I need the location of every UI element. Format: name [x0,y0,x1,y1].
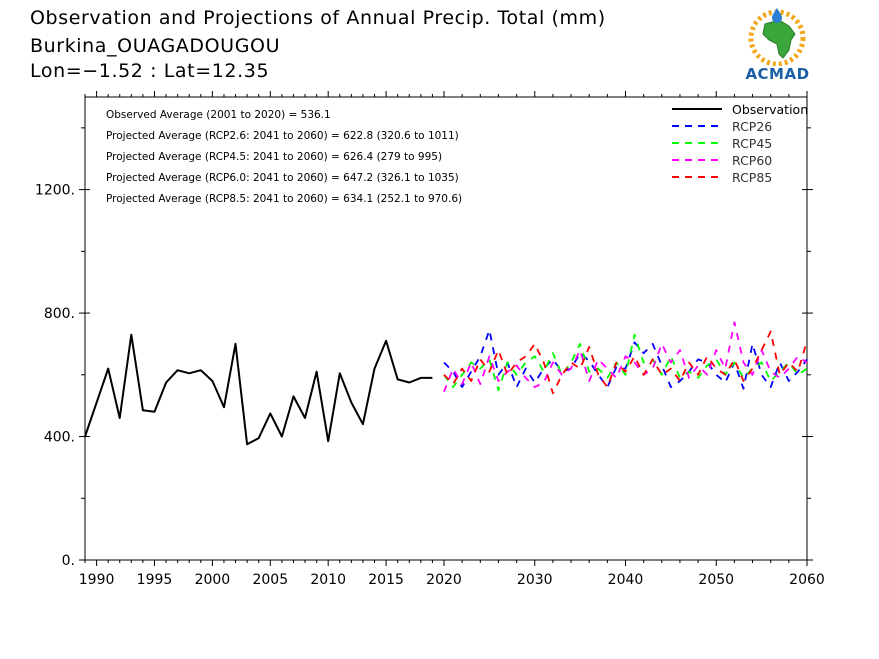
chart-title: Observation and Projections of Annual Pr… [30,7,606,29]
series-line-rcp26 [443,329,808,390]
stats-line: Observed Average (2001 to 2020) = 536.1 [106,109,331,121]
x-tick-label: 1995 [137,572,173,588]
acmad-logo: ACMAD [735,6,820,86]
legend-label: RCP60 [732,153,772,168]
series-line-rcp45 [443,333,808,392]
plot-frame [84,96,808,561]
x-tick-label: 2020 [426,572,462,588]
series-line-rcp60 [443,321,808,393]
x-tick-label: 2030 [517,572,553,588]
series-line-rcp85 [443,330,808,395]
y-tick-label: 0. [62,553,75,569]
legend-label: RCP45 [732,136,772,151]
x-tick-label: 2005 [252,572,288,588]
x-tick-label: 1990 [79,572,115,588]
series-line-observation [84,333,433,446]
y-tick-label: 400. [44,430,75,446]
stats-line: Projected Average (RCP2.6: 2041 to 2060)… [106,130,459,142]
stats-line: Projected Average (RCP4.5: 2041 to 2060)… [106,151,442,163]
station-name: Burkina_OUAGADOUGOU [30,35,281,57]
x-tick-label: 2010 [310,572,346,588]
x-tick-label: 2000 [195,572,231,588]
y-tick-label: 800. [44,306,75,322]
legend-label: RCP26 [732,119,772,134]
logo-text: ACMAD [745,65,810,83]
stats-line: Projected Average (RCP8.5: 2041 to 2060)… [106,193,462,205]
x-tick-label: 2015 [368,572,404,588]
legend-label: Observation [732,102,808,117]
legend-label: RCP85 [732,170,772,185]
coordinates: Lon=−1.52 : Lat=12.35 [30,60,270,82]
stats-line: Projected Average (RCP6.0: 2041 to 2060)… [106,172,459,184]
y-tick-label: 1200. [35,183,75,199]
x-tick-label: 2050 [698,572,734,588]
x-tick-label: 2060 [789,572,825,588]
x-tick-label: 2040 [608,572,644,588]
africa-map-logo-icon [748,8,806,67]
